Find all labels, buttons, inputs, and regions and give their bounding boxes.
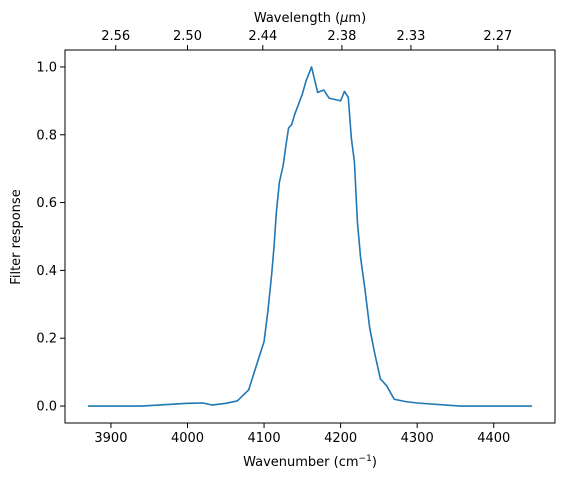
top-x-axis-label-end: m) (348, 11, 366, 26)
x-tick-label: 4200 (324, 431, 357, 446)
plot-area-frame (64, 49, 556, 424)
top-x-tick-label: 2.27 (483, 29, 512, 44)
top-x-tick-label: 2.33 (396, 29, 425, 44)
y-axis-label: Filter response (9, 189, 24, 284)
x-tick-label: 4300 (401, 431, 434, 446)
y-tick-label: 0.6 (36, 196, 57, 211)
x-tick-label: 4000 (171, 431, 204, 446)
x-axis-label-superscript: −1 (359, 454, 372, 464)
y-ticks: 0.0 0.2 0.4 0.6 0.8 1.0 (36, 60, 65, 415)
y-tick-label: 0.0 (36, 400, 57, 415)
y-tick-label: 0.2 (36, 332, 57, 347)
series-line (87, 66, 533, 407)
x-axis-label-text: Wavenumber (cm (243, 455, 358, 470)
y-tick-label: 0.8 (36, 128, 57, 143)
x-tick-label: 3900 (94, 431, 127, 446)
top-x-axis-label-mu: μ (339, 11, 348, 26)
x-axis-label-end: ) (372, 455, 377, 470)
bottom-x-ticks: 3900 4000 4100 4200 4300 4400 (94, 423, 510, 446)
top-x-tick-label: 2.56 (101, 29, 130, 44)
top-x-axis-label: Wavelength (μm) (254, 11, 366, 26)
top-x-tick-label: 2.38 (327, 29, 356, 44)
top-x-tick-label: 2.50 (173, 29, 202, 44)
series-layer (87, 66, 533, 407)
y-tick-label: 0.4 (36, 264, 57, 279)
x-axis-label: Wavenumber (cm−1) (243, 454, 377, 470)
top-x-ticks: 2.56 2.50 2.44 2.38 2.33 2.27 (101, 29, 512, 50)
y-tick-label: 1.0 (36, 60, 57, 75)
x-tick-label: 4100 (248, 431, 281, 446)
x-tick-label: 4400 (477, 431, 510, 446)
top-x-axis-label-text: Wavelength ( (254, 11, 340, 26)
top-x-tick-label: 2.44 (248, 29, 277, 44)
